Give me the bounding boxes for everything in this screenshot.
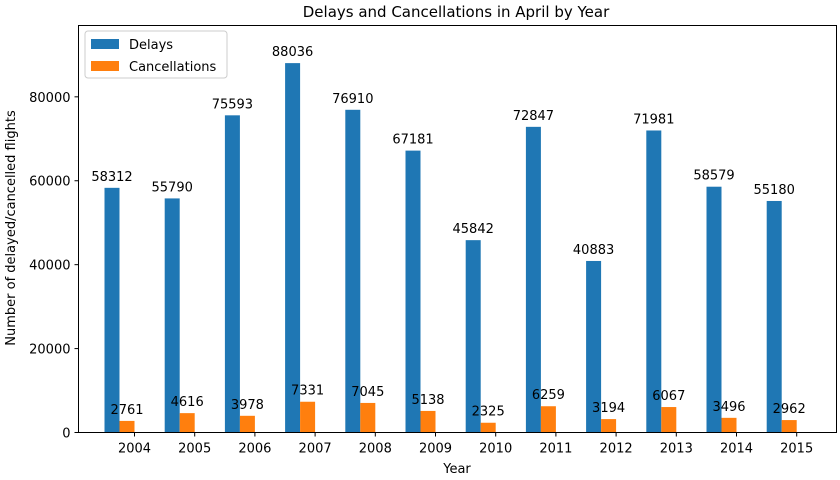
- x-tick-label-2008: 2008: [359, 442, 392, 457]
- bars-group: 58312 2761 55790 4616 75593 3978 88036 7331 7691…: [91, 45, 806, 433]
- data-label-delays-2006: 75593: [212, 97, 253, 112]
- legend-frame: [84, 30, 228, 79]
- legend-label-delays: Delays: [129, 38, 173, 53]
- data-label-cancellations-2015: 2962: [773, 402, 806, 417]
- x-tick-label-2009: 2009: [419, 442, 452, 457]
- y-tick-label-60000: 60000: [29, 175, 70, 190]
- x-tick-label-2005: 2005: [178, 442, 211, 457]
- legend: Delays Cancellations: [84, 30, 228, 79]
- x-tick-label-2004: 2004: [118, 442, 151, 457]
- data-label-cancellations-2007: 7331: [291, 384, 324, 399]
- legend-swatch-cancellations: [91, 61, 119, 71]
- y-tick-label-20000: 20000: [29, 343, 70, 358]
- data-label-cancellations-2013: 6067: [652, 389, 685, 404]
- bar-cancellations-2013: [661, 407, 677, 433]
- bar-delays-2004: [104, 187, 120, 433]
- bar-delays-2015: [766, 200, 782, 433]
- bar-delays-2010: [465, 240, 481, 433]
- data-label-delays-2008: 76910: [332, 92, 373, 107]
- x-tick-label-2007: 2007: [299, 442, 332, 457]
- x-axis-title: Year: [442, 462, 471, 477]
- data-label-delays-2007: 88036: [272, 45, 313, 60]
- data-label-cancellations-2010: 2325: [472, 405, 505, 420]
- data-label-delays-2004: 58312: [91, 170, 132, 185]
- data-label-cancellations-2014: 3496: [712, 400, 745, 415]
- data-label-delays-2015: 55180: [754, 183, 795, 198]
- bar-cancellations-2005: [179, 413, 195, 433]
- data-label-delays-2013: 71981: [633, 112, 674, 127]
- legend-label-cancellations: Cancellations: [129, 60, 217, 75]
- data-label-delays-2012: 40883: [573, 243, 614, 258]
- y-tick-label-80000: 80000: [29, 91, 70, 106]
- data-label-cancellations-2006: 3978: [231, 398, 264, 413]
- x-tick-label-2012: 2012: [600, 442, 633, 457]
- chart-title: Delays and Cancellations in April by Yea…: [303, 3, 610, 21]
- data-label-cancellations-2008: 7045: [351, 385, 384, 400]
- data-label-delays-2005: 55790: [152, 180, 193, 195]
- data-label-cancellations-2011: 6259: [532, 388, 565, 403]
- bar-cancellations-2010: [480, 422, 496, 433]
- x-tick-label-2015: 2015: [780, 442, 813, 457]
- bar-cancellations-2011: [540, 406, 556, 433]
- bar-delays-2012: [586, 260, 602, 433]
- bar-delays-2009: [405, 150, 421, 433]
- data-label-cancellations-2005: 4616: [171, 395, 204, 410]
- bar-cancellations-2009: [420, 410, 436, 433]
- x-axis: 2004 2005 2006 2007 2008 2009 2010 2011 2012 2013…: [118, 432, 813, 457]
- data-label-delays-2010: 45842: [453, 222, 494, 237]
- bar-delays-2011: [525, 126, 541, 433]
- bar-cancellations-2006: [239, 415, 255, 433]
- x-tick-label-2011: 2011: [539, 442, 572, 457]
- data-label-cancellations-2009: 5138: [411, 393, 444, 408]
- data-label-delays-2011: 72847: [513, 109, 554, 124]
- data-label-delays-2009: 67181: [392, 133, 433, 148]
- y-axis-title: Number of delayed/cancelled flights: [4, 110, 19, 346]
- y-tick-label-40000: 40000: [29, 259, 70, 274]
- bar-delays-2014: [706, 186, 722, 433]
- bar-cancellations-2015: [781, 420, 797, 433]
- y-tick-label-0: 0: [62, 427, 70, 442]
- legend-swatch-delays: [91, 39, 119, 49]
- bar-cancellations-2007: [300, 401, 316, 433]
- bar-cancellations-2014: [721, 417, 737, 433]
- bar-cancellations-2004: [119, 420, 135, 433]
- y-axis: 0 20000 40000 60000 80000: [29, 91, 79, 442]
- data-label-delays-2014: 58579: [693, 169, 734, 184]
- x-tick-label-2006: 2006: [238, 442, 271, 457]
- data-label-cancellations-2004: 2761: [110, 403, 143, 418]
- bar-delays-2006: [224, 115, 240, 433]
- bar-cancellations-2008: [360, 402, 376, 433]
- x-tick-label-2014: 2014: [720, 442, 753, 457]
- data-label-cancellations-2012: 3194: [592, 401, 625, 416]
- bar-cancellations-2012: [601, 419, 617, 433]
- bar-delays-2005: [164, 198, 180, 433]
- plot-frame: [78, 25, 837, 433]
- x-tick-label-2013: 2013: [660, 442, 693, 457]
- bar-delays-2007: [285, 63, 301, 433]
- bar-delays-2013: [646, 130, 662, 433]
- x-tick-label-2010: 2010: [479, 442, 512, 457]
- bar-delays-2008: [345, 109, 361, 433]
